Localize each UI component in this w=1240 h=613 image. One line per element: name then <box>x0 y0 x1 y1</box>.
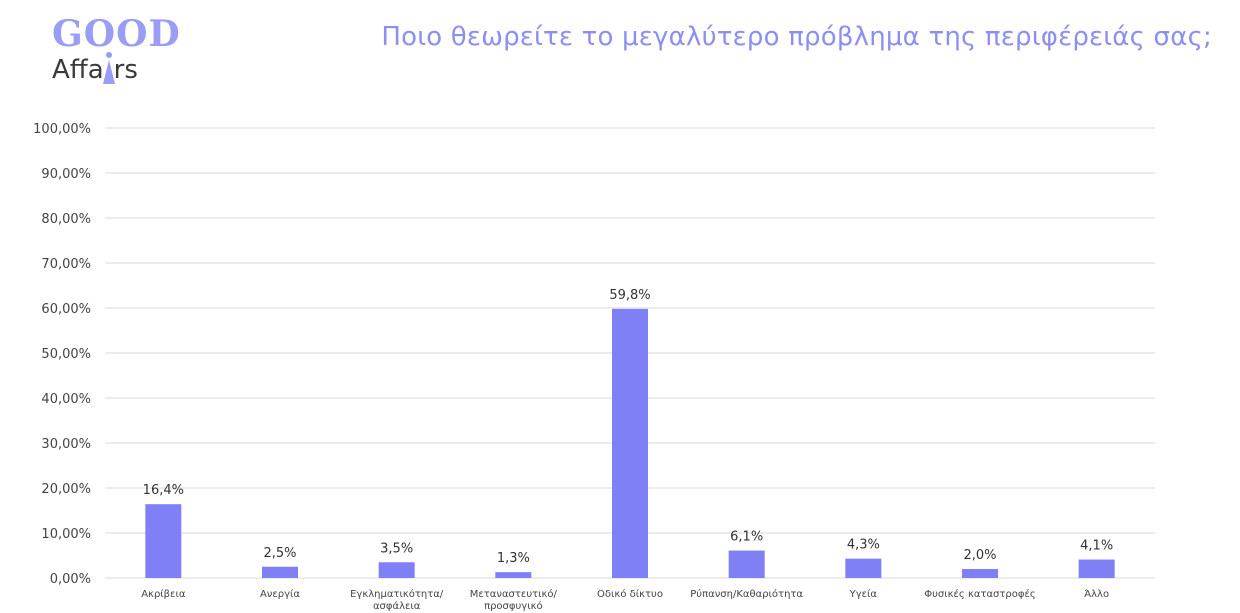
y-tick-label: 70,00% <box>41 257 91 272</box>
y-tick-label: 20,00% <box>41 482 91 497</box>
x-category-label: Μεταναστευτικό/ <box>470 588 558 600</box>
y-tick-label: 100,00% <box>33 122 91 137</box>
logo-affairs-text: Affa rs <box>52 52 138 86</box>
logo-affairs-part1: Affa <box>52 55 104 85</box>
logo: GOOD Affa rs <box>52 14 182 94</box>
x-category-label: προσφυγικό <box>484 600 543 612</box>
x-category-label: Ακρίβεια <box>141 588 186 600</box>
data-label: 1,3% <box>497 551 530 566</box>
y-tick-label: 10,00% <box>41 527 91 542</box>
data-label: 2,5% <box>263 546 296 561</box>
bar <box>962 569 998 578</box>
data-label: 2,0% <box>963 548 996 563</box>
logo-affairs-part2: rs <box>113 55 138 85</box>
x-category-label: Υγεία <box>849 588 878 600</box>
x-category-label: ασφάλεια <box>373 600 421 612</box>
y-tick-label: 80,00% <box>41 212 91 227</box>
y-tick-label: 50,00% <box>41 347 91 362</box>
bar <box>262 566 298 578</box>
data-label: 6,1% <box>730 530 763 545</box>
data-label: 4,1% <box>1080 539 1113 554</box>
bar <box>378 562 415 578</box>
x-category-label: Εγκληματικότητα/ <box>350 588 444 600</box>
bar <box>145 504 182 578</box>
bar <box>1078 559 1115 578</box>
y-tick-label: 40,00% <box>41 392 91 407</box>
x-category-label: Άλλο <box>1084 588 1109 600</box>
x-category-label: Ανεργία <box>260 588 300 600</box>
y-tick-label: 0,00% <box>50 572 91 587</box>
bar <box>612 308 648 578</box>
bar <box>845 558 882 578</box>
logo-i-figure-icon <box>102 52 115 84</box>
y-tick-label: 90,00% <box>41 167 91 182</box>
chart-title: Ποιο θεωρείτε το μεγαλύτερο πρόβλημα της… <box>381 22 1212 52</box>
bar <box>495 572 532 578</box>
data-label: 16,4% <box>143 483 184 498</box>
bar <box>728 550 765 578</box>
x-category-label: Ρύπανση/Καθαριότητα <box>690 588 803 600</box>
x-category-label: Φυσικές καταστροφές <box>924 588 1036 600</box>
data-label: 59,8% <box>609 288 650 303</box>
data-label: 3,5% <box>380 541 413 556</box>
y-tick-label: 60,00% <box>41 302 91 317</box>
data-label: 4,3% <box>847 538 880 553</box>
logo-good-text: GOOD <box>52 13 181 55</box>
y-tick-label: 30,00% <box>41 437 91 452</box>
x-category-label: Οδικό δίκτυο <box>597 588 663 600</box>
